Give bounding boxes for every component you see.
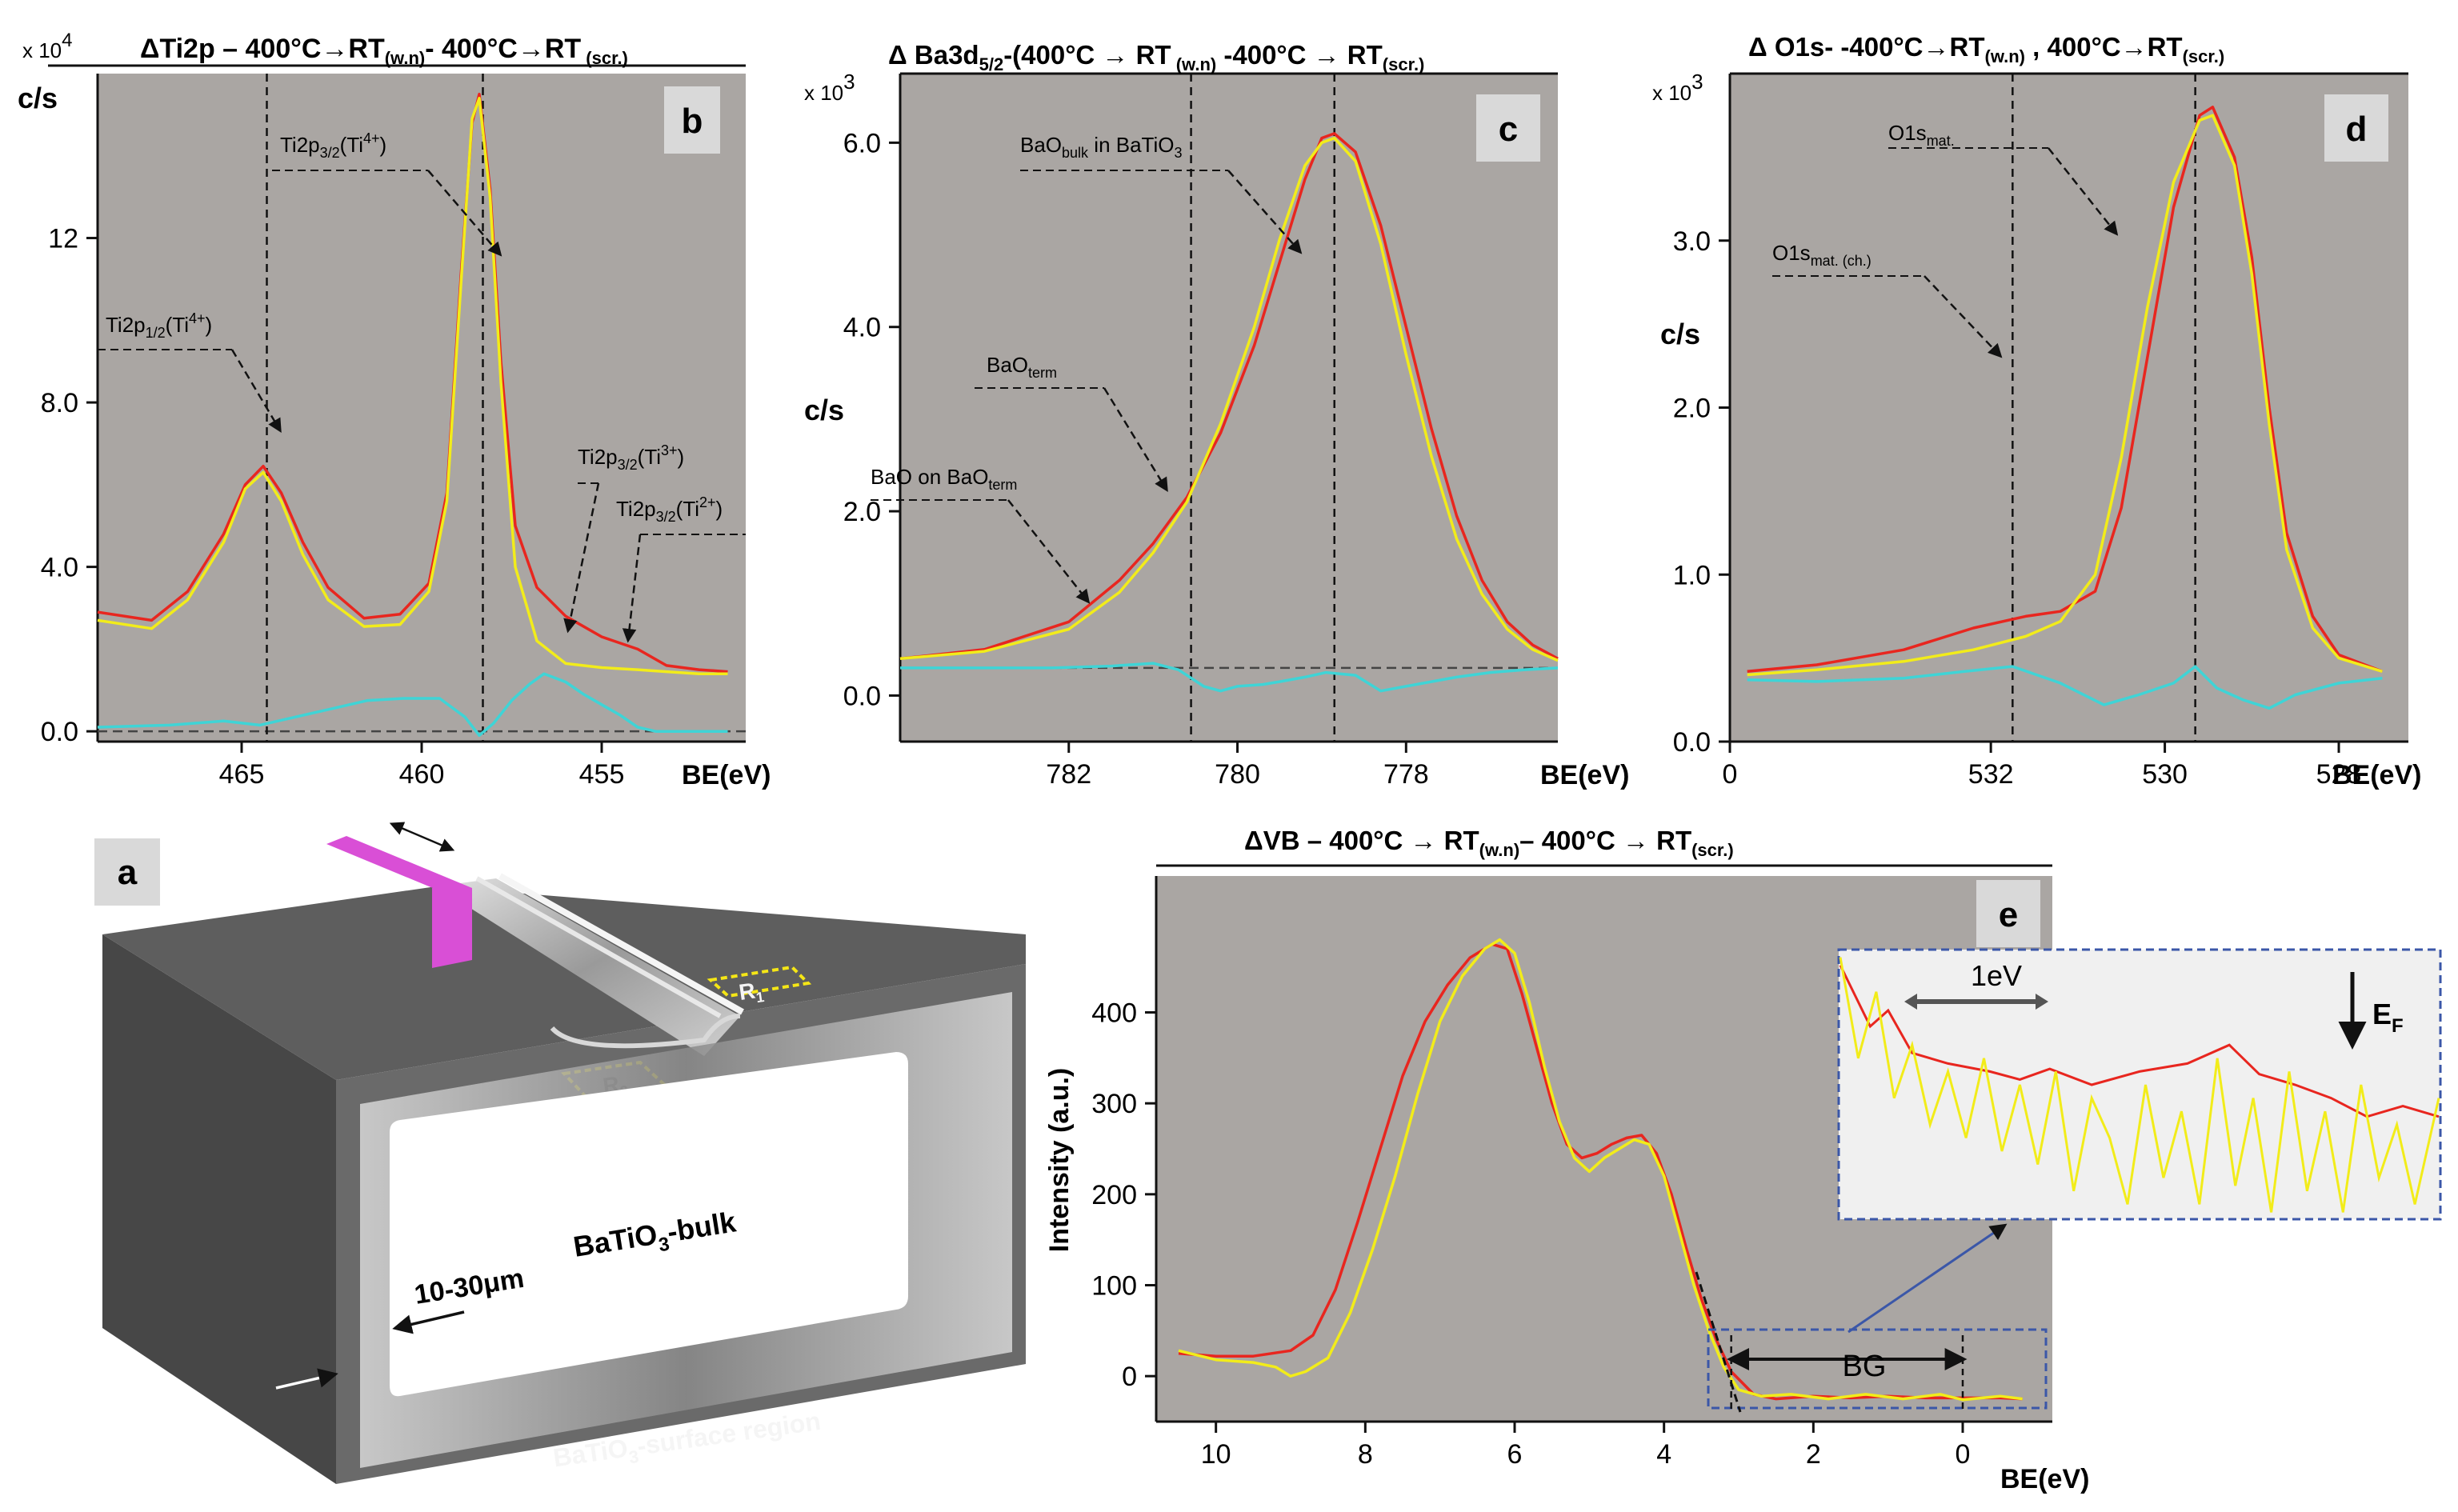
xtick-label-d-1: 532: [1968, 759, 2014, 790]
xtick-label-c-2: 778: [1383, 759, 1429, 790]
panel-e-label: e: [1999, 895, 2018, 934]
xtick-label-b-1: 460: [399, 759, 445, 790]
ytick-label-e-2: 200: [1091, 1180, 1137, 1210]
annotation-bao-bulk: BaObulk in BaTiO3: [1020, 133, 1182, 161]
panel-b-title: ΔTi2p – 400°C→RT(w.n)- 400°C→RT (scr.): [140, 34, 628, 68]
xtick-label-e-1: 8: [1358, 1439, 1373, 1470]
xtick-label-d-0: 0: [1723, 759, 1738, 790]
xtick-label-e-4: 2: [1806, 1439, 1821, 1470]
ytick-label-c-3: 6.0: [843, 128, 881, 158]
xtick-label-c-1: 780: [1215, 759, 1260, 790]
panel-a-schematic: a R1 R2 BaTiO3-bulk BaTiO3-surface: [94, 824, 1026, 1484]
panel-e-ylabel: Intensity (a.u.): [1044, 1068, 1075, 1252]
figure-canvas: 465 460 4550.04.08.012 x 104 c/s ΔTi2p – 4…: [0, 0, 2458, 1512]
ytick-label-c-1: 2.0: [843, 497, 881, 527]
ytick-label-d-0: 0.0: [1673, 727, 1711, 758]
xtick-label-b-2: 455: [579, 759, 625, 790]
xtick-label-e-5: 0: [1956, 1439, 1971, 1470]
ytick-label-d-3: 3.0: [1673, 226, 1711, 257]
panel-c-title: Δ Ba3d5/2-(400°C → RT (w.n) -400°C → RT(…: [888, 40, 1424, 74]
panel-a-label: a: [118, 853, 138, 892]
panel-b-xlabel: BE(eV): [682, 760, 771, 790]
panel-d-ylabel: c/s: [1660, 318, 1700, 350]
ytick-label-c-0: 0.0: [843, 681, 881, 711]
xtick-label-d-2: 530: [2142, 759, 2188, 790]
ytick-label-b-2: 8.0: [41, 388, 78, 418]
xtick-label-e-3: 4: [1656, 1439, 1671, 1470]
panel-c-chart: 782 780 778 0.0 2.0 4.0 6.0 x 103 c/s Δ Ba3d5/…: [804, 40, 1629, 790]
band-gap-label: BG: [1843, 1350, 1887, 1383]
ytick-label-b-1: 4.0: [41, 553, 78, 583]
ytick-label-e-0: 0: [1122, 1362, 1137, 1392]
panel-e-inset: 1eV EF: [1839, 950, 2440, 1219]
panel-b-plot-area: [98, 74, 746, 742]
panel-b-multiplier: x 104: [22, 30, 73, 62]
ytick-label-e-1: 100: [1091, 1271, 1137, 1302]
panel-b-chart: 465 460 455 0.0 4.0 8.0 12 x 104 c/s ΔTi2p – 4…: [18, 30, 771, 790]
panel-d-chart: 0 532 530 528 0.0 1.0 2.0 3.0 x 103 c/s Δ O1s- …: [1652, 32, 2421, 790]
panel-d-xlabel: BE(eV): [2332, 760, 2421, 790]
cantilever-arm: [326, 836, 472, 896]
xtick-label-e-0: 10: [1201, 1439, 1231, 1470]
panel-c-xlabel: BE(eV): [1540, 760, 1629, 790]
ytick-label-d-1: 1.0: [1673, 560, 1711, 590]
inset-1ev-label: 1eV: [1971, 959, 2022, 992]
panel-e-xlabel: BE(eV): [2000, 1464, 2089, 1494]
panel-d-label: d: [2346, 110, 2368, 149]
xtick-label-b-0: 465: [219, 759, 265, 790]
panel-b-ylabel: c/s: [18, 82, 58, 114]
ytick-label-b-3: 12: [48, 224, 78, 254]
inset-frame: [1839, 950, 2440, 1219]
panel-e-chart: 10 8 6 4 2 00100200300400 ΔVB – 400°C → RT(w.…: [1044, 826, 2440, 1494]
panel-b-label: b: [682, 102, 703, 141]
panel-c-ylabel: c/s: [804, 394, 844, 426]
panel-e-title: ΔVB – 400°C → RT(w.n)– 400°C → RT(scr.): [1244, 826, 1734, 860]
ytick-label-e-3: 300: [1091, 1089, 1137, 1119]
panel-d-multiplier: x 103: [1652, 70, 1703, 105]
panel-c-label: c: [1499, 110, 1518, 149]
ytick-label-c-2: 4.0: [843, 313, 881, 343]
ytick-label-d-2: 2.0: [1673, 394, 1711, 424]
xtick-label-e-2: 6: [1507, 1439, 1523, 1470]
panel-d-title: Δ O1s- -400°C→RT(w.n) , 400°C→RT(scr.): [1748, 32, 2224, 66]
ytick-label-e-4: 400: [1091, 998, 1137, 1029]
xtick-label-c-0: 782: [1046, 759, 1091, 790]
ytick-label-b-0: 0.0: [41, 717, 78, 747]
panel-c-multiplier: x 103: [804, 70, 855, 105]
cantilever-scan-arrow: [392, 824, 452, 850]
cantilever-tip: [432, 888, 472, 968]
